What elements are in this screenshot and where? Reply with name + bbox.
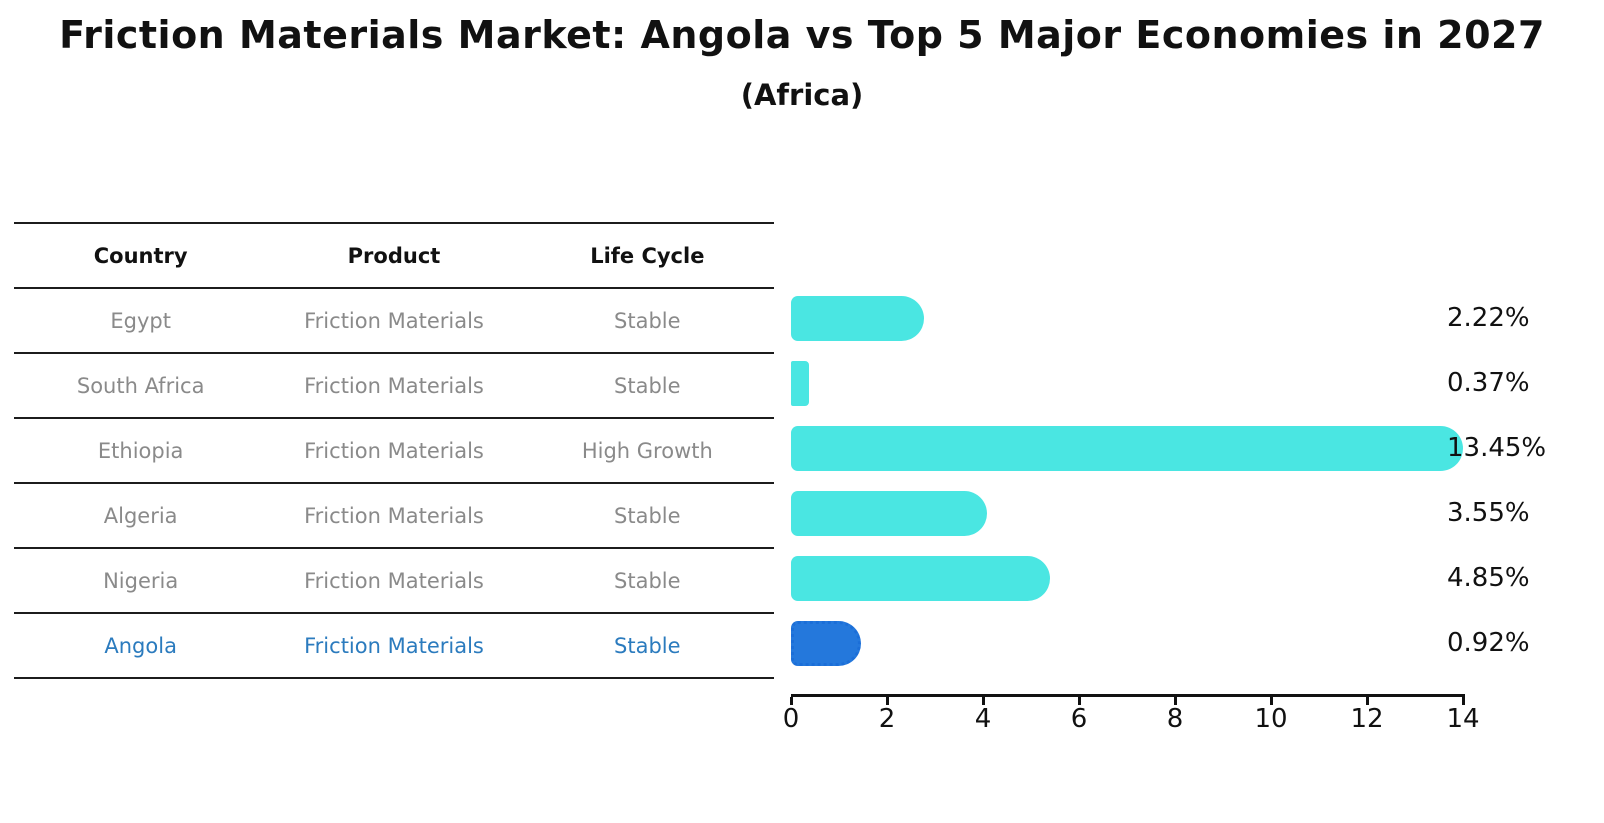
product-cell: Friction Materials xyxy=(304,438,484,463)
product-cell: Friction Materials xyxy=(304,373,484,398)
lifecycle-cell: High Growth xyxy=(581,438,713,463)
x-axis-tick xyxy=(1462,697,1465,705)
country-cell: South Africa xyxy=(76,373,205,398)
x-axis-tick xyxy=(790,697,793,705)
x-tick-label: 14 xyxy=(1446,704,1480,734)
table-row-south-africa: South Africa Friction Materials Stable xyxy=(14,352,774,417)
bar-egypt xyxy=(791,296,924,341)
value-label-angola: 0.92% xyxy=(1447,628,1530,658)
country-table: Country Product Life Cycle Egypt Frictio… xyxy=(14,222,774,679)
bar-angola xyxy=(791,621,862,666)
country-cell: Egypt xyxy=(110,308,171,333)
value-label-algeria: 3.55% xyxy=(1447,498,1530,528)
x-axis-tick xyxy=(1366,697,1369,705)
x-tick-label: 8 xyxy=(1166,704,1184,734)
product-cell: Friction Materials xyxy=(304,308,484,333)
x-tick-label: 12 xyxy=(1350,704,1384,734)
bar-south-africa xyxy=(791,361,809,406)
product-cell: Friction Materials xyxy=(304,568,484,593)
x-axis-tick xyxy=(982,697,985,705)
table-row-egypt: Egypt Friction Materials Stable xyxy=(14,287,774,352)
product-cell: Friction Materials xyxy=(304,503,484,528)
table-row-algeria: Algeria Friction Materials Stable xyxy=(14,482,774,547)
x-axis-tick xyxy=(1174,697,1177,705)
table-header-row: Country Product Life Cycle xyxy=(14,222,774,287)
x-tick-label: 6 xyxy=(1070,704,1088,734)
bar-algeria xyxy=(791,491,988,536)
bar-nigeria xyxy=(791,556,1050,601)
value-label-south-africa: 0.37% xyxy=(1447,368,1530,398)
bar-ethiopia xyxy=(791,426,1463,471)
value-label-egypt: 2.22% xyxy=(1447,303,1530,333)
table-row-nigeria: Nigeria Friction Materials Stable xyxy=(14,547,774,612)
column-header-lifecycle: Life Cycle xyxy=(590,243,705,268)
value-label-ethiopia: 13.45% xyxy=(1447,433,1547,463)
country-cell: Angola xyxy=(104,633,177,658)
x-tick-label: 2 xyxy=(878,704,896,734)
country-cell: Algeria xyxy=(103,503,178,528)
lifecycle-cell: Stable xyxy=(614,373,681,398)
country-cell: Nigeria xyxy=(103,568,179,593)
value-label-nigeria: 4.85% xyxy=(1447,563,1530,593)
lifecycle-cell: Stable xyxy=(614,308,681,333)
x-axis-tick xyxy=(1078,697,1081,705)
chart-title: Friction Materials Market: Angola vs Top… xyxy=(59,13,1545,57)
column-header-country: Country xyxy=(93,243,188,268)
table-row-ethiopia: Ethiopia Friction Materials High Growth xyxy=(14,417,774,482)
x-axis-line xyxy=(791,694,1465,697)
table-row-angola: Angola Friction Materials Stable xyxy=(14,612,774,677)
column-header-product: Product xyxy=(347,243,441,268)
country-cell: Ethiopia xyxy=(97,438,184,463)
lifecycle-cell: Stable xyxy=(614,503,681,528)
product-cell: Friction Materials xyxy=(304,633,484,658)
x-axis-tick xyxy=(886,697,889,705)
chart-subtitle: (Africa) xyxy=(740,78,864,112)
x-axis-tick xyxy=(1270,697,1273,705)
x-tick-label: 4 xyxy=(974,704,992,734)
x-tick-label: 10 xyxy=(1254,704,1288,734)
lifecycle-cell: Stable xyxy=(614,633,681,658)
lifecycle-cell: Stable xyxy=(614,568,681,593)
x-tick-label: 0 xyxy=(782,704,800,734)
